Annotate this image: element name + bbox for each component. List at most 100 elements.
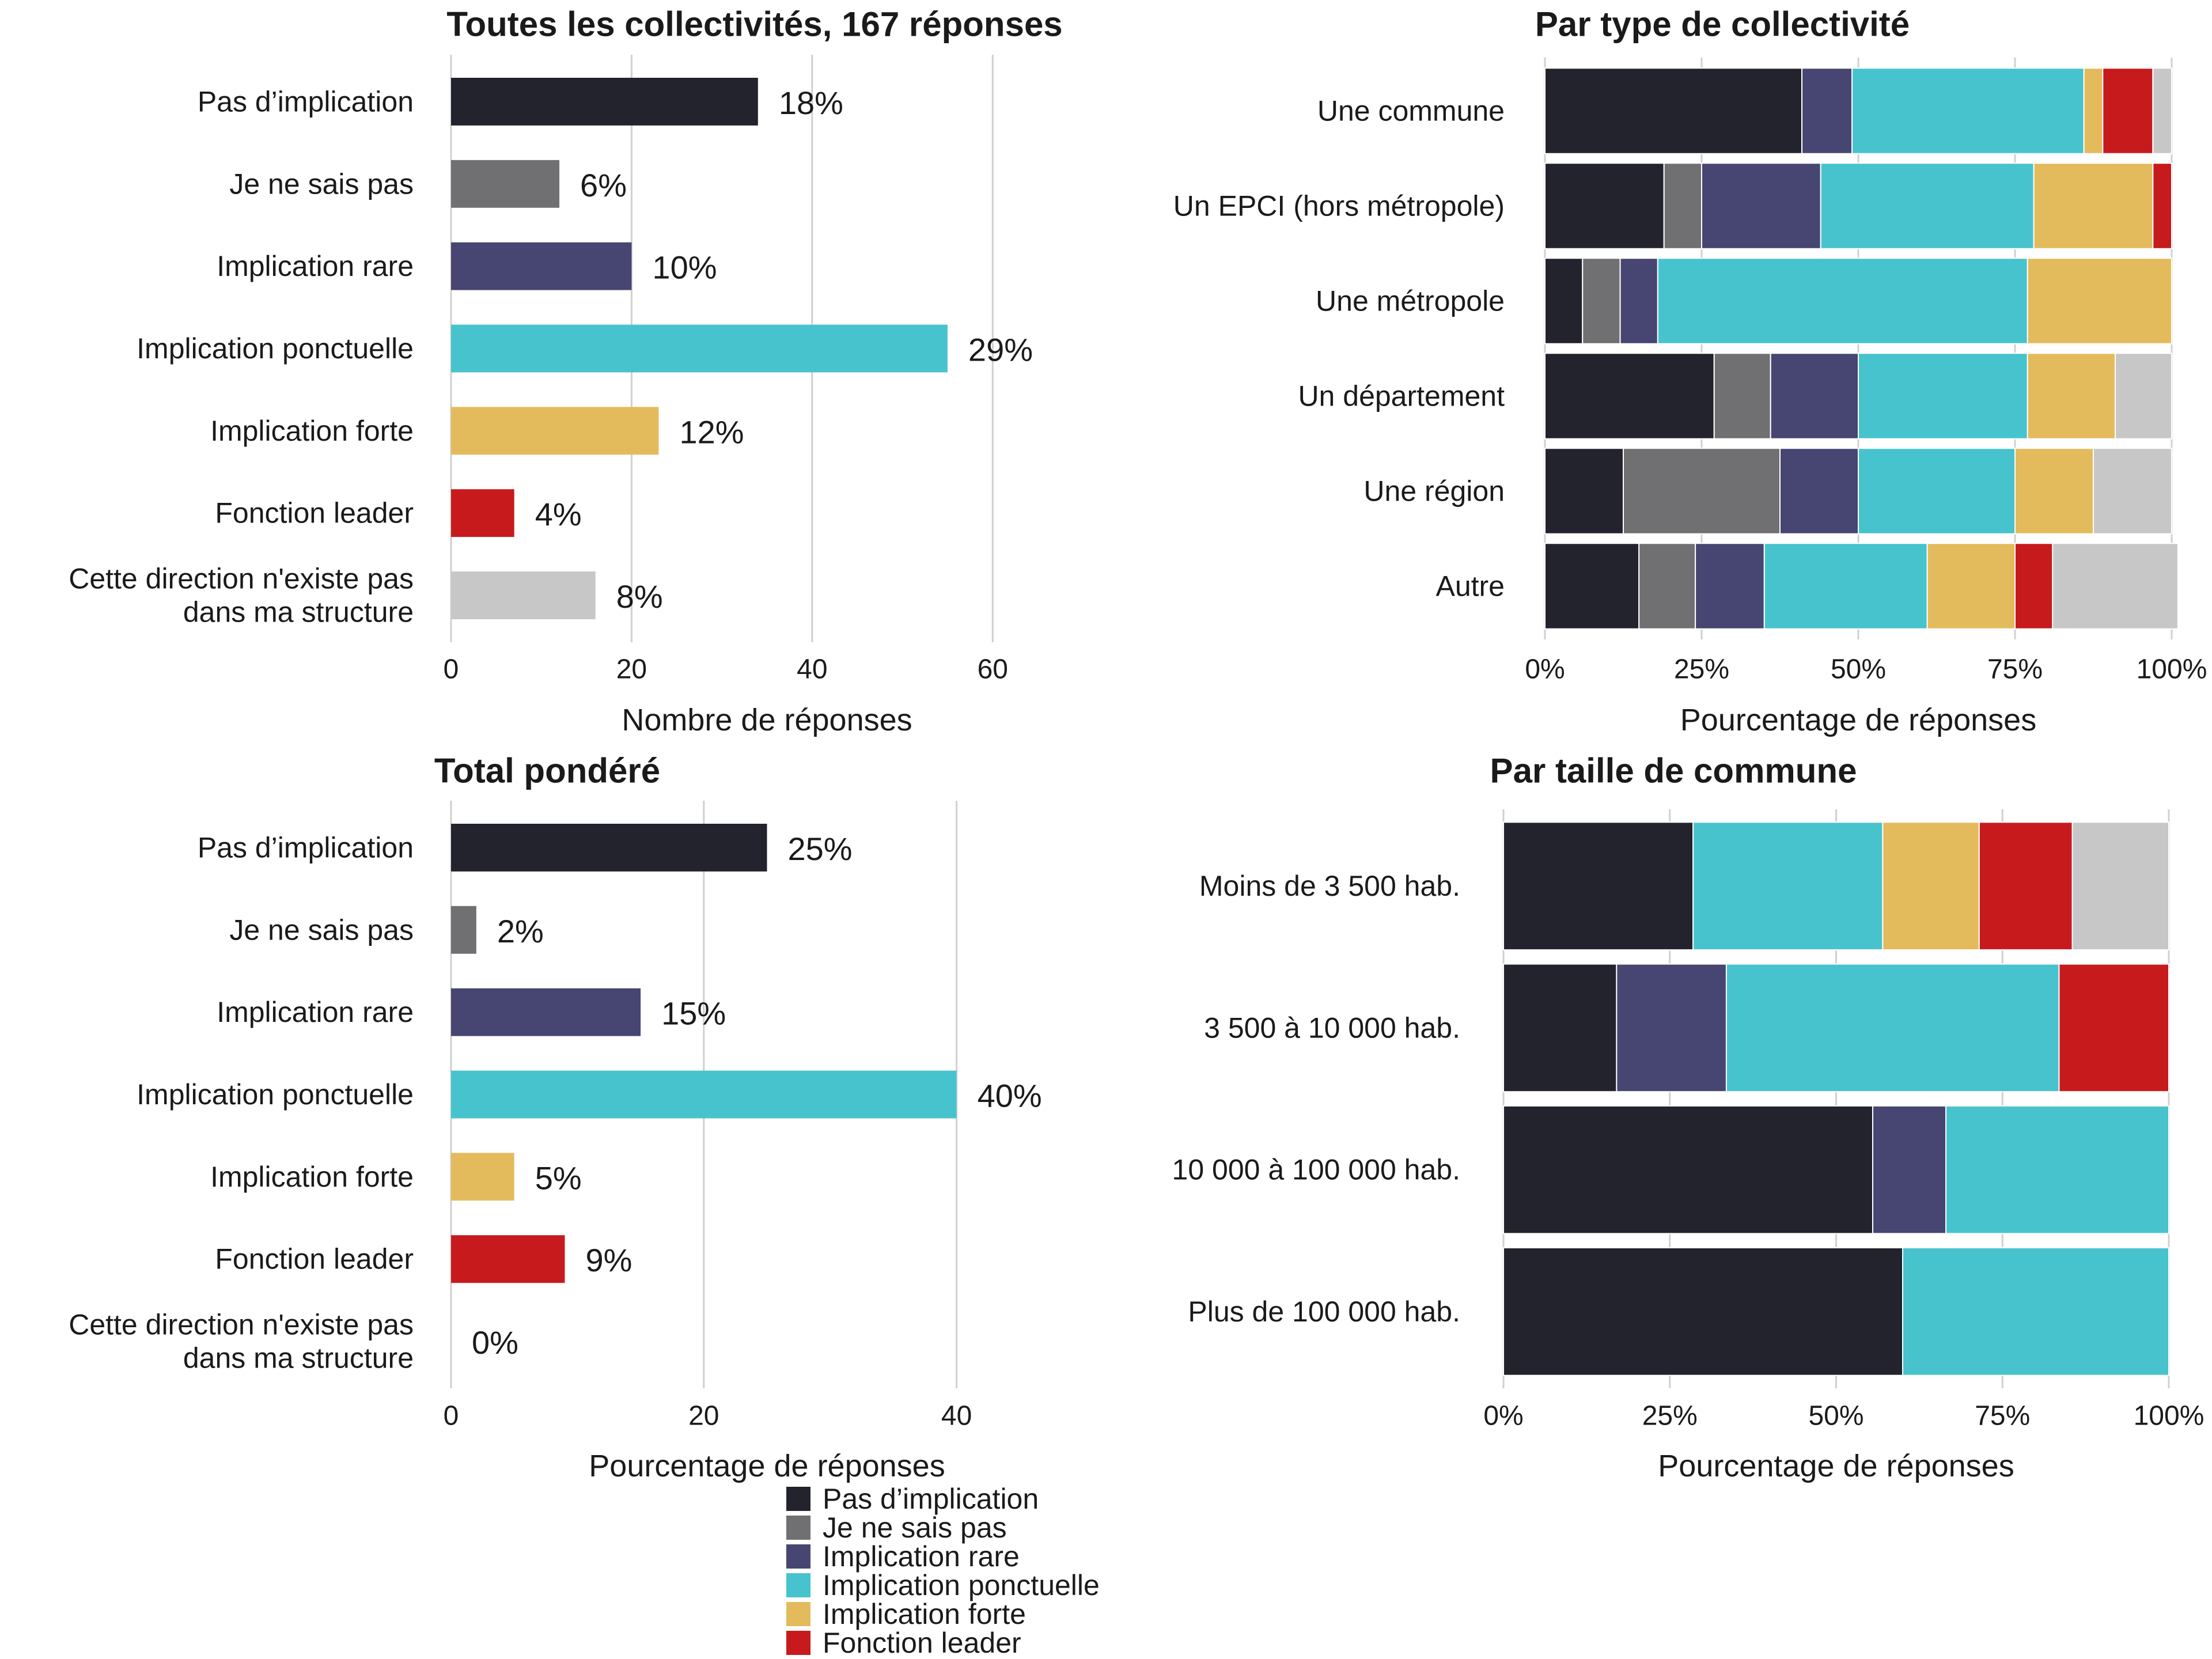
bar-segment-implication-ponctuelle xyxy=(1851,67,2085,154)
category-label: Une région xyxy=(1363,475,1505,507)
bar-segment-implication-ponctuelle xyxy=(1902,1247,2169,1376)
data-label: 2% xyxy=(497,913,544,949)
x-tick-label: 75% xyxy=(1987,654,2043,685)
panel-title: Par taille de commune xyxy=(1490,752,1857,790)
bar-segment-implication-rare xyxy=(1701,162,1821,249)
bar-segment-pas-d-implication xyxy=(1544,162,1665,249)
x-tick-label: 75% xyxy=(1975,1401,2030,1431)
bar-segment-implication-forte xyxy=(2027,257,2173,344)
legend-swatch xyxy=(786,1487,810,1511)
bar-segment-pas-d-implication xyxy=(1544,67,1803,154)
x-axis-label: Pourcentage de réponses xyxy=(1680,703,2036,737)
bar xyxy=(451,160,560,208)
bar-segment-je-ne-sais-pas xyxy=(1713,353,1771,440)
category-label: dans ma structure xyxy=(183,596,414,628)
legend-swatch xyxy=(786,1573,810,1597)
bar-segment-pas-d-implication xyxy=(1503,963,1618,1093)
data-label: 40% xyxy=(978,1078,1042,1114)
legend-label: Fonction leader xyxy=(823,1627,1021,1659)
data-label: 29% xyxy=(968,332,1033,368)
x-tick-label: 20 xyxy=(616,654,647,685)
data-label: 10% xyxy=(652,249,717,286)
bar-segment-implication-forte xyxy=(1926,543,2016,630)
bar-segment-implication-forte xyxy=(1882,821,1980,950)
bar xyxy=(451,1070,957,1119)
legend-label: Je ne sais pas xyxy=(823,1512,1007,1544)
category-label: Je ne sais pas xyxy=(229,168,414,200)
x-tick-label: 50% xyxy=(1808,1401,1863,1431)
category-label: Pas d’implication xyxy=(198,85,414,118)
bar-segment-implication-ponctuelle xyxy=(1725,963,2060,1093)
bar-segment-implication-forte xyxy=(2083,67,2104,154)
x-tick-label: 25% xyxy=(1674,654,1729,685)
category-label: Autre xyxy=(1435,570,1505,603)
bar-segment-pas-d-implication xyxy=(1503,821,1694,950)
panel-2: Par type de collectivité 0% 25% 50% 75% 100% P… xyxy=(1173,5,2207,738)
x-tick-label: 40 xyxy=(797,654,827,685)
x-axis-label: Pourcentage de réponses xyxy=(589,1449,945,1483)
bar-segment-je-ne-sais-pas xyxy=(1582,257,1621,344)
x-tick-label: 0 xyxy=(444,1401,459,1431)
category-label: 3 500 à 10 000 hab. xyxy=(1204,1012,1460,1044)
bar-segment-implication-rare xyxy=(1779,448,1859,535)
x-tick-label: 40 xyxy=(941,1401,972,1431)
x-tick-label: 100% xyxy=(2134,1401,2205,1431)
x-tick-label: 20 xyxy=(688,1401,719,1431)
bar-segment-implication-ponctuelle xyxy=(1945,1105,2169,1234)
category-label: Un département xyxy=(1298,380,1505,412)
bar-segment-implication-ponctuelle xyxy=(1692,821,1884,950)
bar xyxy=(451,571,596,619)
bar-segment-implication-ponctuelle xyxy=(1763,543,1928,630)
legend-label: Implication rare xyxy=(823,1540,1020,1573)
bar-segment-cette-direction-n-existe-pas-dans-ma-structure xyxy=(2152,67,2173,154)
category-label: Implication forte xyxy=(210,1161,414,1193)
data-label: 25% xyxy=(788,831,853,867)
category-label: 10 000 à 100 000 hab. xyxy=(1172,1154,1460,1186)
category-label: Implication rare xyxy=(217,996,414,1028)
bar-segment-pas-d-implication xyxy=(1544,257,1584,344)
bar-segment-implication-rare xyxy=(1872,1105,1947,1234)
bar-segment-fonction-leader xyxy=(2014,543,2054,630)
category-label: Plus de 100 000 hab. xyxy=(1188,1296,1460,1328)
x-tick-label: 0% xyxy=(1525,654,1565,685)
bar-segment-implication-rare xyxy=(1619,257,1658,344)
bar xyxy=(451,407,659,455)
category-label: Une métropole xyxy=(1316,285,1505,317)
bar-segment-implication-forte xyxy=(2014,448,2094,535)
legend-swatch xyxy=(786,1602,810,1626)
bar-segment-implication-ponctuelle xyxy=(1820,162,2035,249)
category-label: Je ne sais pas xyxy=(229,914,414,946)
panel-title: Par type de collectivité xyxy=(1535,5,1910,44)
data-label: 0% xyxy=(472,1324,518,1361)
data-label: 5% xyxy=(535,1160,582,1196)
bar-segment-implication-ponctuelle xyxy=(1657,257,2028,344)
panel-1: Toutes les collectivités, 167 réponses 0 2… xyxy=(69,5,1062,738)
bar-segment-implication-rare xyxy=(1616,963,1727,1093)
bar-segment-je-ne-sais-pas xyxy=(1623,448,1781,535)
panel-4: Par taille de commune 0% 25% 50% 75% 100% Pour… xyxy=(1172,752,2205,1484)
x-axis-label: Pourcentage de réponses xyxy=(1658,1449,2014,1483)
category-label: Moins de 3 500 hab. xyxy=(1199,870,1460,902)
data-label: 8% xyxy=(616,578,663,615)
category-label: Cette direction n'existe pas xyxy=(69,563,414,595)
bar xyxy=(451,906,476,954)
legend-swatch xyxy=(786,1544,810,1569)
bar-segment-implication-rare xyxy=(1801,67,1853,154)
bar-segment-pas-d-implication xyxy=(1503,1247,1903,1376)
category-label: Implication forte xyxy=(210,415,414,447)
bar-segment-implication-forte xyxy=(2033,162,2154,249)
data-label: 18% xyxy=(779,85,843,121)
bar-segment-cette-direction-n-existe-pas-dans-ma-structure xyxy=(2115,353,2173,440)
legend-swatch xyxy=(786,1631,810,1655)
x-tick-label: 25% xyxy=(1642,1401,1698,1431)
legend-label: Pas d’implication xyxy=(823,1483,1039,1515)
bar xyxy=(451,242,632,290)
bar-segment-fonction-leader xyxy=(2152,162,2173,249)
panel-3: Total pondéré 0 20 40 Pourcentage de réponse… xyxy=(69,752,1041,1484)
category-label: Implication ponctuelle xyxy=(137,332,414,365)
bar-segment-implication-ponctuelle xyxy=(1858,353,2028,440)
category-label: Un EPCI (hors métropole) xyxy=(1173,190,1505,222)
category-label: Une commune xyxy=(1317,95,1505,127)
data-label: 6% xyxy=(580,167,627,203)
